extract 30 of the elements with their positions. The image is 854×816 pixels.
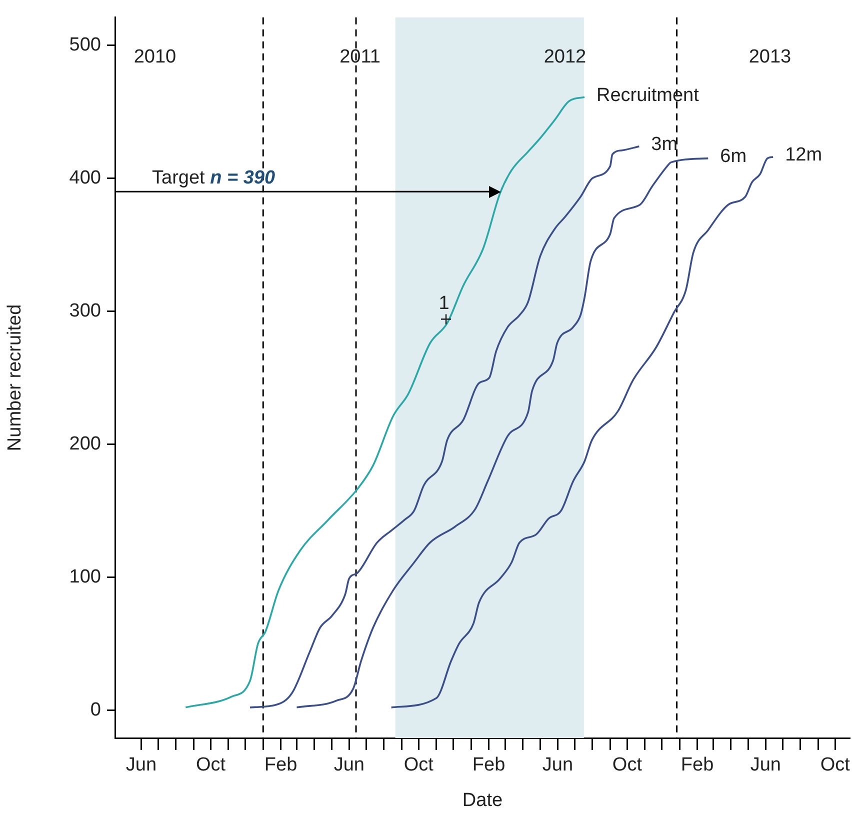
x-tick-label: Feb (472, 754, 506, 776)
y-tick-label: 500 (69, 34, 101, 56)
x-tick-label: Jun (126, 754, 157, 776)
x-tick-label: Jun (542, 754, 574, 776)
annotation: 1 (438, 292, 450, 314)
annotation: 2011 (340, 46, 380, 68)
x-tick-label: Jun (750, 754, 781, 776)
annotation: 2013 (748, 46, 792, 68)
y-tick-label: 200 (69, 433, 101, 454)
x-tick-label: Oct (404, 754, 434, 776)
y-axis-title: Number recruited (4, 304, 26, 452)
y-tick-label: 300 (69, 300, 101, 322)
x-tick-label: Feb (680, 754, 714, 776)
y-tick-label: 100 (69, 566, 101, 588)
x-tick-label: Feb (264, 754, 298, 776)
x-tick-label: Oct (196, 754, 226, 776)
series-label: 6m (720, 146, 747, 168)
series-label: Recruitment (596, 84, 700, 106)
annotation: 2012 (544, 46, 586, 68)
x-tick-label: Oct (820, 754, 851, 776)
y-tick-label: 0 (90, 699, 101, 720)
series-label: 12m (785, 144, 822, 166)
ref-line-label: Target n = 390 (152, 167, 276, 188)
x-tick-label: Jun (334, 754, 364, 776)
annotation: 2010 (134, 46, 176, 68)
series-label: 3m (651, 134, 678, 156)
x-axis-title: Date (462, 790, 503, 811)
line-series (296, 157, 710, 708)
y-tick-label: 400 (69, 168, 101, 189)
x-tick-label: Oct (612, 754, 643, 776)
